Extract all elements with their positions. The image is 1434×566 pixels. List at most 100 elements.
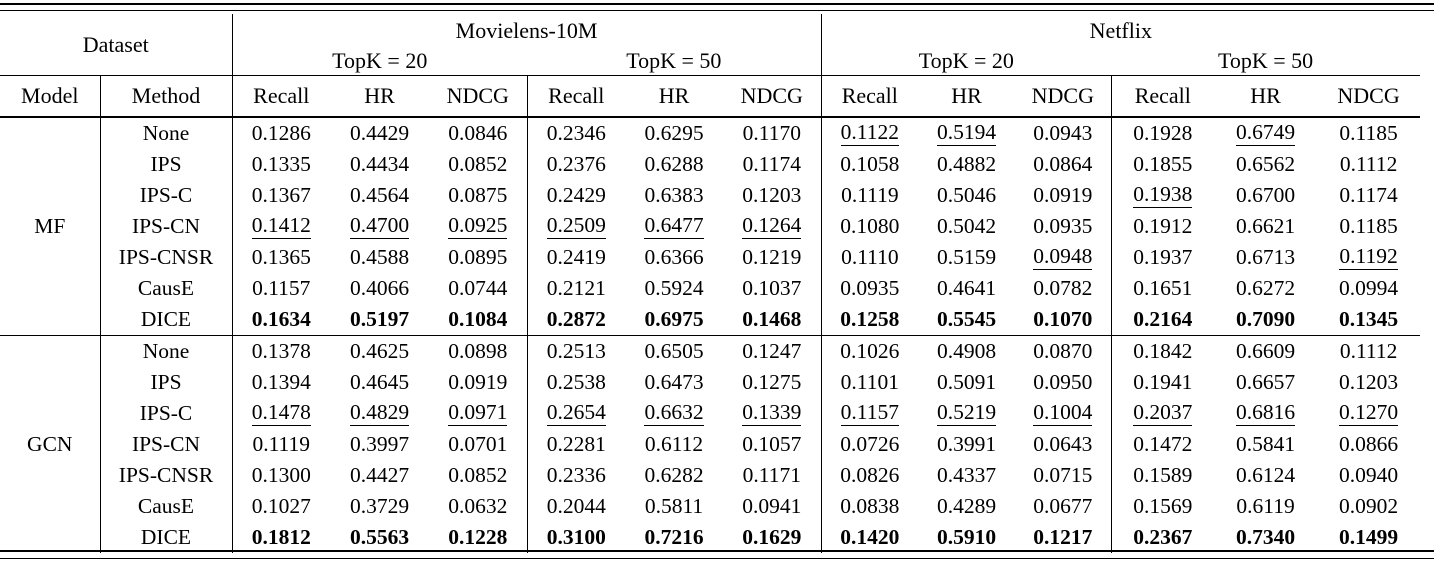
table-row: DICE 0.1812 0.5563 0.1228 0.3100 0.7216 0.1629… [0, 522, 1420, 553]
header-row-datasets: Dataset Movielens-10M Netflix [0, 14, 1421, 76]
metric-value: 0.1122 [840, 120, 899, 146]
metric-cell: 0.1101 [820, 367, 919, 398]
metric-value: 0.1219 [742, 245, 802, 270]
metric-cell: 0.4434 [330, 149, 429, 180]
metric-cell: 0.5194 [918, 117, 1015, 149]
table-row: IPS-CNSR 0.1365 0.4588 0.0895 0.2419 0.6366 0.… [0, 242, 1420, 273]
metric-cell: 0.1119 [231, 429, 330, 460]
metric-header-ndcg: NDCG [723, 75, 822, 118]
metric-value: 0.0971 [448, 400, 508, 426]
metric-cell: 0.1569 [1110, 491, 1215, 522]
metric-value: 0.0902 [1339, 494, 1399, 519]
metric-cell: 0.5042 [918, 211, 1015, 242]
dataset-header-cell: Dataset [0, 14, 232, 76]
metric-cell: 0.1264 [723, 211, 821, 242]
metric-value: 0.1651 [1133, 276, 1193, 301]
metric-cell: 0.1027 [231, 491, 330, 522]
table-bottom-rule-inner [0, 550, 1434, 553]
metric-cell: 0.1080 [820, 211, 919, 242]
metric-value: 0.0994 [1339, 276, 1399, 301]
metric-cell: 0.1110 [820, 242, 919, 273]
method-cell: IPS-CN [99, 211, 232, 242]
metric-cell: 0.1367 [231, 180, 330, 211]
metric-cell: 0.1365 [231, 242, 330, 273]
metric-cell: 0.2336 [526, 460, 625, 491]
metric-value: 0.6562 [1236, 152, 1296, 177]
table-row: IPS-CN 0.1119 0.3997 0.0701 0.2281 0.6112 0.10… [0, 429, 1420, 460]
metric-value: 0.0935 [840, 276, 900, 301]
metric-cell: 0.0744 [429, 273, 527, 304]
metric-value: 0.1174 [1339, 183, 1398, 208]
metric-cell: 0.6749 [1214, 117, 1317, 149]
metric-value: 0.1119 [252, 432, 311, 457]
metric-value: 0.1569 [1133, 494, 1193, 519]
metric-value: 0.2654 [546, 400, 606, 426]
metric-cell: 0.0941 [723, 491, 821, 522]
metric-value: 0.1472 [1133, 432, 1193, 457]
metric-cell: 0.6477 [625, 211, 723, 242]
metric-cell: 0.1174 [723, 149, 821, 180]
metric-value: 0.6713 [1236, 245, 1296, 270]
metric-value: 0.4645 [349, 370, 410, 395]
metric-cell: 0.0919 [429, 367, 527, 398]
metric-cell: 0.0919 [1015, 180, 1111, 211]
metric-cell: 0.6112 [625, 429, 723, 460]
metric-value: 0.1119 [841, 183, 899, 208]
table-top-rule-inner [0, 10, 1434, 12]
metric-cell: 0.2044 [526, 491, 625, 522]
method-cell: DICE [99, 522, 232, 553]
metric-cell: 0.4829 [330, 398, 429, 429]
metric-value: 0.6609 [1236, 339, 1296, 364]
metric-cell: 0.5545 [918, 304, 1016, 336]
metric-cell: 0.1335 [231, 149, 330, 180]
metric-cell: 0.0994 [1317, 273, 1420, 304]
metric-value: 0.1937 [1133, 245, 1193, 270]
metric-value: 0.0632 [448, 494, 508, 519]
metric-cell: 0.1468 [723, 304, 822, 336]
metric-cell: 0.5910 [918, 522, 1015, 553]
metric-value: 0.0941 [742, 494, 802, 519]
metric-cell: 0.4645 [330, 367, 429, 398]
metric-value: 0.1634 [251, 307, 311, 332]
metric-value: 0.1499 [1339, 525, 1399, 550]
metric-cell: 0.0846 [429, 117, 527, 149]
metric-value: 0.5924 [644, 276, 704, 301]
method-cell: CausE [99, 491, 232, 522]
topk-header-ml-50: TopK = 50 [527, 47, 822, 76]
metric-cell: 0.6700 [1214, 180, 1317, 211]
metric-cell: 0.6366 [625, 242, 723, 273]
table-row: IPS-CN 0.1412 0.4700 0.0925 0.2509 0.6477 0.12… [0, 211, 1420, 242]
model-cell: MF [0, 117, 100, 336]
method-cell: None [99, 335, 232, 367]
metric-value: 0.1185 [1339, 214, 1398, 239]
metric-value: 0.6288 [644, 152, 704, 177]
metric-cell: 0.6383 [625, 180, 723, 211]
metric-value: 0.1170 [742, 121, 801, 146]
metric-value: 0.4908 [937, 339, 997, 364]
metric-cell: 0.6119 [1214, 491, 1317, 522]
metric-cell: 0.0895 [429, 242, 527, 273]
metric-cell: 0.1855 [1110, 149, 1215, 180]
metric-value: 0.6657 [1236, 370, 1296, 395]
method-cell: None [99, 117, 232, 149]
metric-value: 0.1070 [1033, 307, 1093, 332]
metric-value: 0.6124 [1236, 463, 1296, 488]
metric-cell: 0.1170 [723, 117, 821, 149]
method-cell: IPS-CN [99, 429, 232, 460]
metric-value: 0.4882 [937, 152, 997, 177]
metric-cell: 0.1185 [1317, 117, 1420, 149]
metric-cell: 0.1339 [723, 398, 821, 429]
metric-cell: 0.2121 [526, 273, 625, 304]
metric-value: 0.6383 [644, 183, 704, 208]
metric-cell: 0.6124 [1214, 460, 1317, 491]
table-row: MF None 0.1286 0.4429 0.0846 0.2346 0.6295 0.11… [0, 117, 1420, 336]
metric-cell: 0.1157 [820, 398, 919, 429]
metric-value: 0.1171 [742, 463, 801, 488]
metric-value: 0.6295 [644, 121, 704, 146]
metric-cell: 0.4908 [918, 336, 1015, 368]
metric-value: 0.0950 [1033, 370, 1093, 395]
metric-cell: 0.1345 [1317, 304, 1421, 336]
metric-value: 0.0864 [1033, 152, 1093, 177]
metric-cell: 0.1928 [1110, 117, 1215, 149]
metric-value: 0.0677 [1033, 494, 1093, 519]
